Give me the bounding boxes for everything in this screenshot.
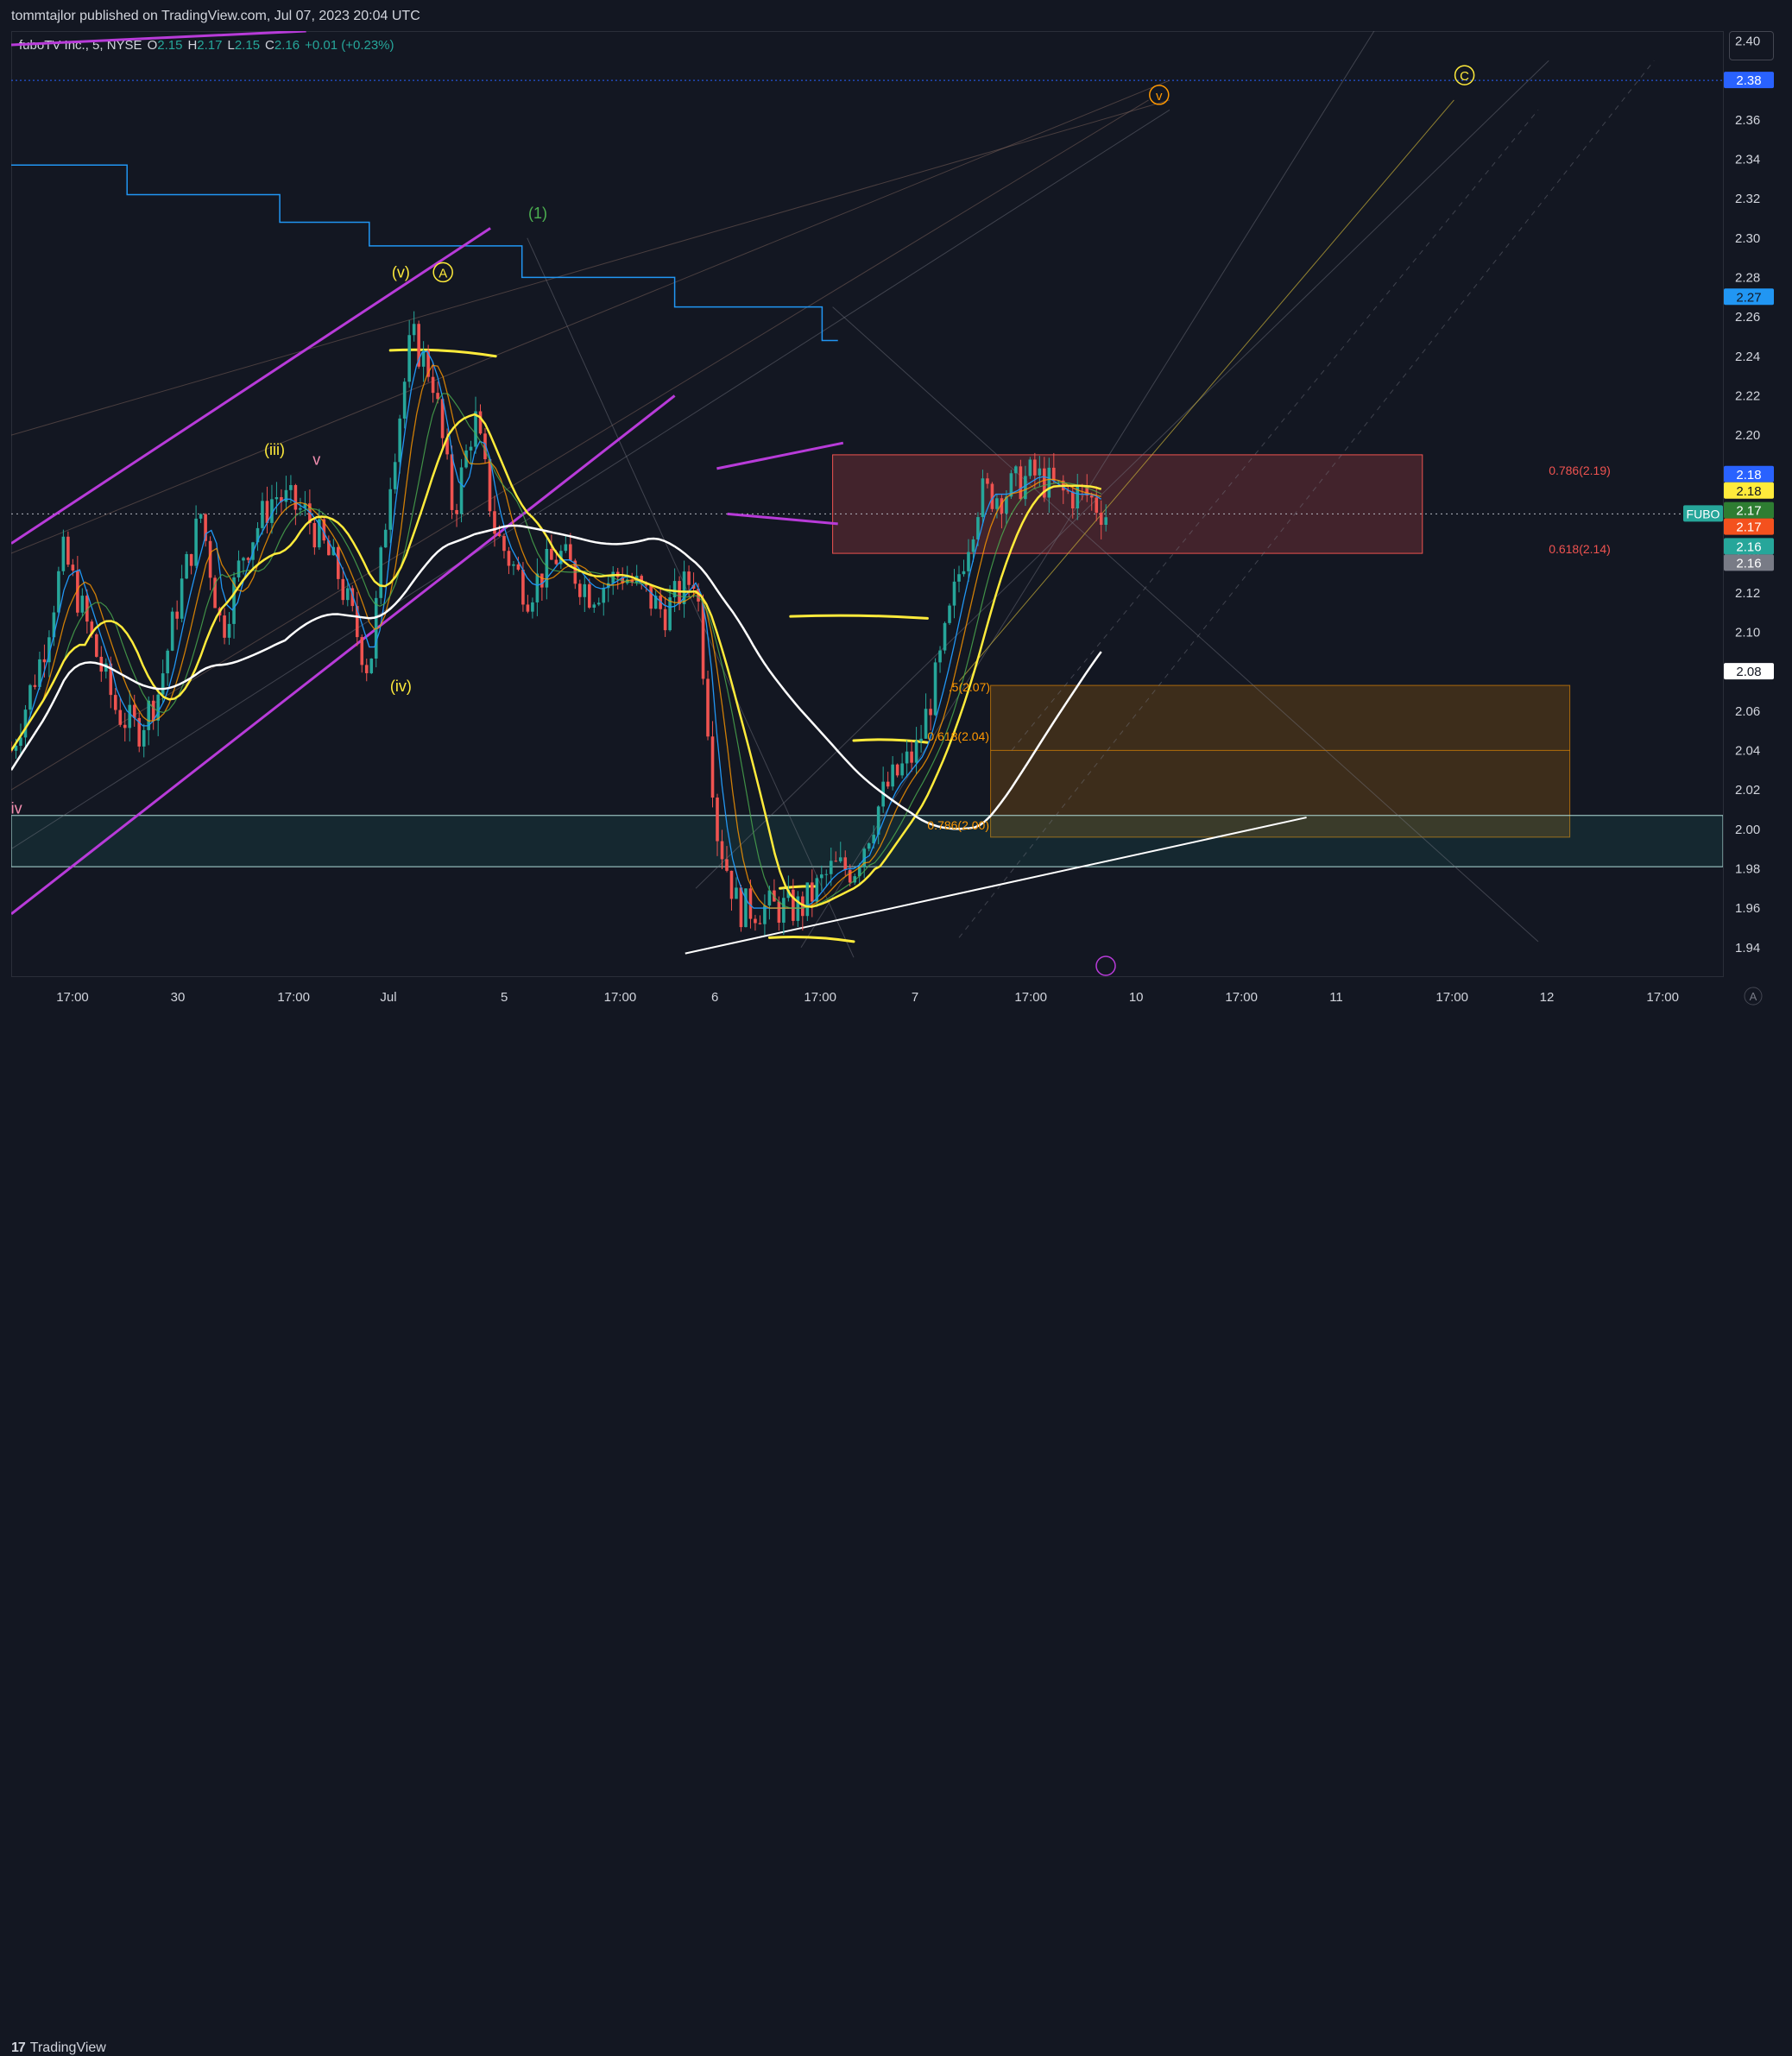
time-tick-label: 17:00: [1646, 990, 1679, 1005]
legend-open-label: O: [147, 38, 158, 53]
chart-settings-box[interactable]: [1729, 31, 1774, 60]
price-badge: [1724, 501, 1774, 519]
legend-change: +0.01 (+0.23%): [305, 38, 394, 53]
price-tick-label: 2.10: [1735, 625, 1760, 640]
price-badge-label: 2.18: [1736, 468, 1761, 482]
publish-info: tommtajlor published on TradingView.com,…: [11, 9, 420, 23]
auto-scale-label: A: [1750, 990, 1757, 1003]
price-tick-label: 2.24: [1735, 350, 1760, 364]
tradingview-logo[interactable]: 17 TradingView: [11, 2040, 106, 2056]
time-tick-label: 12: [1540, 990, 1555, 1005]
time-tick-label: 5: [501, 990, 508, 1005]
price-badge: [1724, 518, 1774, 535]
top-bar: tommtajlor published on TradingView.com,…: [0, 0, 1792, 31]
legend-low: 2.15: [234, 38, 261, 53]
price-tick-label: 2.38: [1735, 73, 1760, 88]
price-tick-label: 2.18: [1735, 468, 1760, 482]
price-tick-label: 2.20: [1735, 428, 1760, 443]
price-badge-label: 2.16: [1736, 556, 1761, 571]
symbol-legend: fuboTV Inc., 5, NYSE O2.15 H2.17 L2.15 C2.16…: [19, 38, 400, 53]
time-tick-label: 6: [711, 990, 718, 1005]
time-tick-label: 17:00: [1435, 990, 1468, 1005]
price-tick-label: 2.12: [1735, 586, 1760, 601]
legend-open: 2.15: [157, 38, 183, 53]
time-tick-label: 17:00: [56, 990, 89, 1005]
price-badge: [1724, 465, 1774, 482]
price-tick-label: 2.32: [1735, 192, 1760, 206]
price-badge-label: 2.38: [1736, 73, 1761, 88]
time-tick-label: Jul: [380, 990, 396, 1005]
price-badge: [1724, 288, 1774, 306]
price-tick-label: 2.00: [1735, 823, 1760, 837]
legend-high: 2.17: [197, 38, 223, 53]
time-tick-label: 17:00: [277, 990, 310, 1005]
time-tick-label: 17:00: [1225, 990, 1258, 1005]
time-tick-label: 10: [1129, 990, 1144, 1005]
legend-high-label: H: [187, 38, 198, 53]
auto-scale-button: [1744, 987, 1763, 1006]
footer: 17 TradingView: [0, 1019, 1792, 2055]
tradingview-logo-text: TradingView: [29, 2040, 106, 2055]
time-tick-label: 7: [912, 990, 918, 1005]
time-tick-label: 30: [171, 990, 186, 1005]
tradingview-mark-icon: 17: [11, 2040, 26, 2055]
price-tick-label: 2.08: [1735, 665, 1760, 679]
price-tick-label: 2.26: [1735, 310, 1760, 325]
price-tick-label: 2.22: [1735, 388, 1760, 403]
price-badge-label: 2.08: [1736, 665, 1761, 679]
price-badge: [1724, 72, 1774, 89]
price-tick-label: 1.98: [1735, 861, 1760, 876]
price-tick-label: 2.30: [1735, 231, 1760, 246]
price-tick-label: 2.16: [1735, 507, 1760, 521]
price-badge-label: 2.18: [1736, 484, 1761, 499]
price-badge: [1724, 482, 1774, 499]
price-tick-label: 1.96: [1735, 901, 1760, 916]
legend-symbol[interactable]: fuboTV Inc., 5, NYSE: [19, 38, 142, 53]
price-tick-label: 2.34: [1735, 152, 1760, 167]
price-tick-label: 1.94: [1735, 941, 1760, 955]
price-badge-label: 2.27: [1736, 290, 1761, 305]
price-tick-label: 2.28: [1735, 270, 1760, 285]
price-tick-label: 2.14: [1735, 546, 1760, 561]
price-badge: [1724, 663, 1774, 680]
time-tick-label: 17:00: [604, 990, 637, 1005]
time-tick-label: 17:00: [804, 990, 836, 1005]
price-badge-label: 2.17: [1736, 504, 1761, 519]
price-tick-label: 2.06: [1735, 704, 1760, 719]
price-badge-label: 2.17: [1736, 520, 1761, 535]
time-tick-label: 17:00: [1014, 990, 1047, 1005]
price-tick-label: 2.02: [1735, 783, 1760, 798]
legend-close-label: C: [265, 38, 274, 53]
price-badge: [1724, 554, 1774, 571]
price-badge-label: 2.16: [1736, 539, 1761, 554]
price-tick-label: 2.04: [1735, 743, 1760, 758]
price-badge: [1724, 538, 1774, 555]
legend-close: 2.16: [274, 38, 300, 53]
legend-low-label: L: [227, 38, 235, 53]
time-tick-label: 11: [1329, 990, 1343, 1005]
price-tick-label: 2.36: [1735, 113, 1760, 128]
chart-pane[interactable]: [11, 31, 1724, 977]
